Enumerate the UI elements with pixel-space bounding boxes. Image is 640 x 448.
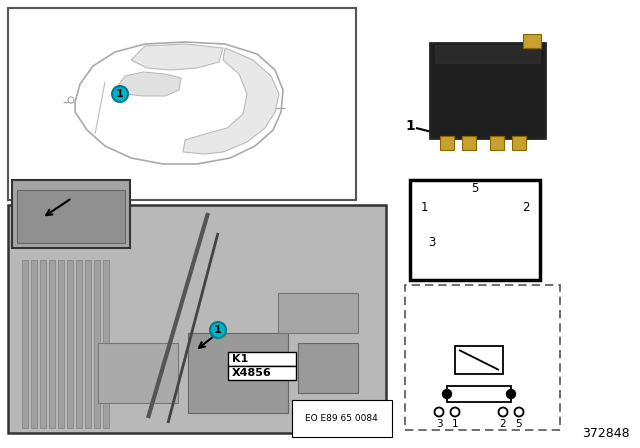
Text: X4856: X4856	[232, 368, 272, 378]
Polygon shape	[115, 72, 181, 96]
Circle shape	[68, 97, 74, 103]
Circle shape	[442, 389, 451, 399]
Bar	[12, 180, 130, 248]
Circle shape	[515, 408, 524, 417]
Bar	[523, 34, 541, 48]
Text: 3: 3	[428, 236, 436, 249]
Bar	[67, 260, 73, 428]
Text: 1: 1	[405, 119, 415, 133]
Bar	[40, 260, 46, 428]
Bar	[405, 285, 560, 430]
Text: EO E89 65 0084: EO E89 65 0084	[305, 414, 378, 423]
Bar	[512, 136, 526, 150]
Bar	[103, 260, 109, 428]
Text: 5: 5	[471, 181, 479, 194]
Bar	[94, 260, 100, 428]
Text: 372848: 372848	[582, 427, 630, 440]
Bar	[31, 260, 37, 428]
Circle shape	[435, 408, 444, 417]
Bar	[435, 45, 540, 63]
Bar	[490, 136, 504, 150]
Text: 1: 1	[452, 419, 458, 429]
Bar	[8, 205, 386, 433]
Bar	[58, 260, 64, 428]
Bar	[430, 43, 545, 138]
Circle shape	[210, 322, 226, 338]
Text: 2: 2	[522, 201, 530, 214]
Text: K1: K1	[232, 354, 248, 364]
Polygon shape	[75, 42, 283, 164]
Text: 2: 2	[500, 419, 506, 429]
Bar	[76, 260, 82, 428]
Circle shape	[499, 408, 508, 417]
Bar	[410, 180, 540, 280]
Bar	[228, 366, 296, 380]
Circle shape	[451, 408, 460, 417]
Polygon shape	[131, 44, 223, 70]
Text: 3: 3	[436, 419, 442, 429]
Circle shape	[112, 86, 128, 102]
Bar	[278, 293, 358, 333]
Bar	[440, 136, 454, 150]
Bar	[17, 190, 125, 243]
Bar	[447, 386, 511, 402]
Text: 1: 1	[214, 325, 222, 335]
Bar	[188, 333, 288, 413]
Circle shape	[506, 389, 515, 399]
Bar	[98, 343, 178, 403]
Bar	[298, 343, 358, 393]
Bar	[49, 260, 55, 428]
Bar	[462, 136, 476, 150]
Bar	[8, 8, 356, 200]
Bar	[455, 346, 503, 374]
Text: 1: 1	[420, 201, 428, 214]
Polygon shape	[183, 48, 279, 154]
Bar	[228, 352, 296, 366]
Text: 1: 1	[116, 89, 124, 99]
Bar	[22, 260, 28, 428]
Text: 5: 5	[516, 419, 522, 429]
Bar	[85, 260, 91, 428]
